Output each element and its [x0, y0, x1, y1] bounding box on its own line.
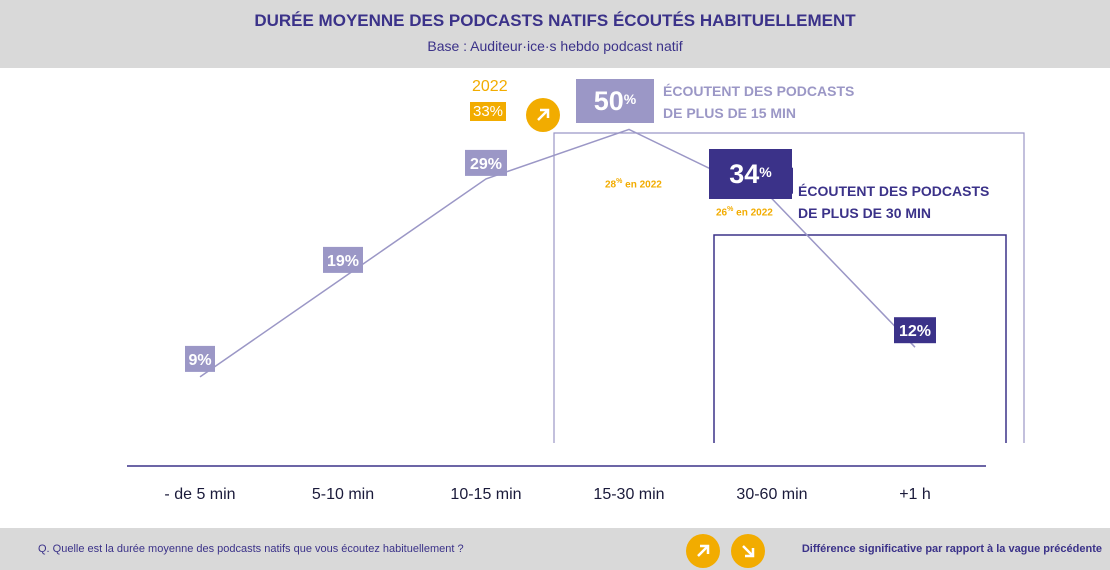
x-tick-label: 5-10 min [312, 486, 374, 503]
over30-caption: ÉCOUTENT DES PODCASTS DE PLUS DE 30 MIN [798, 180, 989, 224]
over15-caption-line1: ÉCOUTENT DES PODCASTS [663, 83, 855, 99]
data-label-box [465, 149, 507, 176]
over30-caption-line1: ÉCOUTENT DES PODCASTS [798, 183, 990, 199]
over-30-min-frame [713, 234, 1007, 443]
x-tick-label: +1 h [899, 486, 931, 503]
over30-previous-note: 26% en 2022 [716, 206, 773, 219]
x-tick-label: - de 5 min [164, 486, 235, 503]
over30-caption-line2: DE PLUS DE 30 MIN [798, 205, 932, 221]
series-line [199, 128, 916, 378]
data-label: 9% [188, 352, 211, 369]
over15-caption: ÉCOUTENT DES PODCASTS DE PLUS DE 15 MIN [663, 80, 854, 124]
data-label-box [323, 246, 363, 273]
x-tick-label: 10-15 min [450, 486, 521, 503]
over15-stat-box: 50% [576, 79, 654, 123]
x-tick-label: 30-60 min [736, 486, 807, 503]
over30-stat-box: 34% [709, 149, 792, 199]
chart-title: DURÉE MOYENNE DES PODCASTS NATIFS ÉCOUTÉ… [254, 11, 856, 30]
over-15-min-frame [553, 132, 1025, 443]
year-2022-label: 2022 [472, 78, 508, 95]
data-label: 29% [470, 156, 502, 173]
survey-question: Q. Quelle est la durée moyenne des podca… [38, 543, 464, 555]
data-label: 19% [327, 253, 359, 270]
header-band: DURÉE MOYENNE DES PODCASTS NATIFS ÉCOUTÉ… [0, 0, 1110, 68]
chart-subtitle: Base : Auditeur·ice·s hebdo podcast nati… [427, 38, 683, 54]
data-label-box [894, 317, 936, 344]
arrow-up-right-icon [526, 98, 560, 132]
arrow-up-right-icon [686, 534, 720, 568]
over30-value: 34 [729, 159, 760, 189]
over30-unit: % [759, 164, 772, 180]
data-label: 12% [899, 323, 931, 340]
over15-unit: % [623, 91, 637, 107]
point-15-30-previous-note: 28% en 2022 [605, 178, 662, 191]
previous-over15-value: 33% [470, 102, 507, 121]
over15-value: 50 [593, 86, 624, 116]
footer-band: Q. Quelle est la durée moyenne des podca… [0, 528, 1110, 570]
arrow-down-right-icon [731, 534, 765, 568]
over15-caption-line2: DE PLUS DE 15 MIN [663, 105, 797, 121]
data-label-box [185, 345, 215, 372]
x-tick-label: 15-30 min [593, 486, 664, 503]
significance-legend: Différence significative par rapport à l… [801, 543, 1102, 555]
